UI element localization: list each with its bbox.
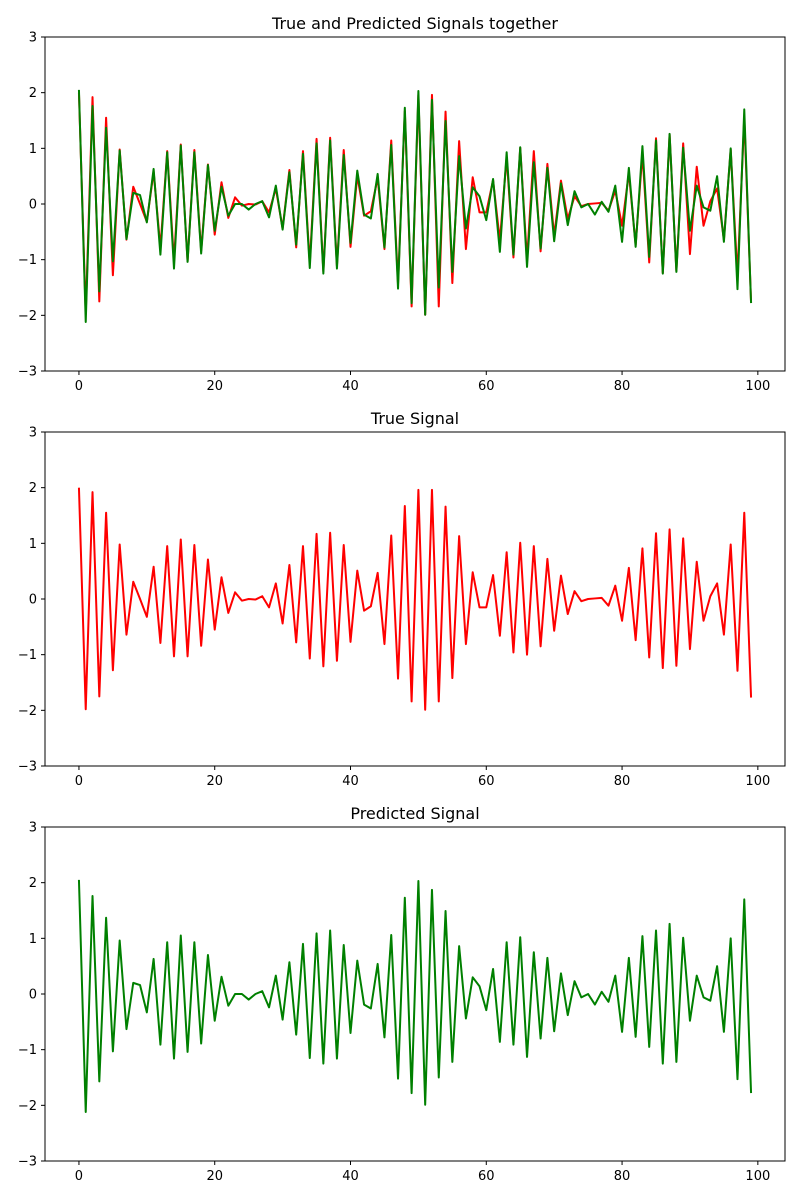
subplot-predicted-x-tick-label: 80 — [614, 1169, 631, 1184]
subplot-true-y-tick-label: −1 — [18, 648, 37, 663]
subplot-predicted-title: Predicted Signal — [350, 804, 479, 823]
subplot-combined-y-tick-label: −2 — [18, 309, 37, 324]
subplot-true-x-tick-label: 80 — [614, 774, 631, 789]
subplot-combined-x-tick-label: 100 — [745, 379, 770, 394]
subplot-true-title: True Signal — [370, 409, 459, 428]
subplot-true-x-tick-label: 60 — [478, 774, 495, 789]
subplot-combined-x-tick-label: 60 — [478, 379, 495, 394]
subplot-combined-series-1-line — [77, 89, 753, 324]
subplot-combined-x-tick-label: 20 — [206, 379, 223, 394]
subplot-true-y-tick-label: 0 — [29, 593, 37, 608]
subplot-predicted-y-tick-label: −3 — [18, 1155, 37, 1170]
subplot-predicted-y-tick-label: 2 — [29, 876, 37, 891]
subplot-true-x-tick-label: 20 — [206, 774, 223, 789]
subplot-predicted-x-tick-label: 100 — [745, 1169, 770, 1184]
subplot-combined: True and Predicted Signals together 0 20 4… — [18, 14, 786, 394]
subplot-combined-title: True and Predicted Signals together — [271, 14, 558, 33]
subplot-true-y-tick-label: 3 — [29, 426, 37, 441]
subplot-combined-x-tick-label: 80 — [614, 379, 631, 394]
subplot-combined-y-tick-label: −1 — [18, 253, 37, 268]
subplot-predicted-y-tick-label: −2 — [18, 1099, 37, 1114]
subplot-predicted: Predicted Signal 0 20 40 60 80 100 −3 −2 −1 0 1 2 3 — [18, 804, 786, 1184]
subplot-predicted-x-tick-label: 60 — [478, 1169, 495, 1184]
subplot-combined-y-tick-label: 3 — [29, 31, 37, 46]
subplot-true-y-tick-label: −2 — [18, 704, 37, 719]
subplot-combined-x-tick-label: 0 — [75, 379, 83, 394]
subplot-predicted-y-tick-label: 0 — [29, 988, 37, 1003]
subplot-predicted-x-tick-label: 40 — [342, 1169, 359, 1184]
subplot-predicted-series-0-line — [77, 879, 753, 1114]
subplot-true-series-0-line — [77, 487, 753, 711]
subplot-combined-y-tick-label: 2 — [29, 86, 37, 101]
subplot-combined-y-tick-label: 1 — [29, 142, 37, 157]
subplot-combined-y-tick-label: 0 — [29, 198, 37, 213]
subplot-predicted-y-tick-label: 1 — [29, 932, 37, 947]
subplot-true-x-tick-label: 40 — [342, 774, 359, 789]
subplot-true-y-tick-label: 2 — [29, 481, 37, 496]
subplot-true-y-tick-label: −3 — [18, 760, 37, 775]
subplot-predicted-y-tick-label: −1 — [18, 1043, 37, 1058]
subplot-true-x-tick-label: 0 — [75, 774, 83, 789]
subplot-predicted-x-tick-label: 0 — [75, 1169, 83, 1184]
subplot-true: True Signal 0 20 40 60 80 100 −3 −2 −1 0 1 2 3 — [18, 409, 786, 789]
subplot-predicted-y-tick-label: 3 — [29, 821, 37, 836]
subplot-true-x-tick-label: 100 — [745, 774, 770, 789]
subplot-true-y-tick-label: 1 — [29, 537, 37, 552]
subplot-combined-x-tick-label: 40 — [342, 379, 359, 394]
subplot-combined-y-tick-label: −3 — [18, 365, 37, 380]
subplot-predicted-x-tick-label: 20 — [206, 1169, 223, 1184]
